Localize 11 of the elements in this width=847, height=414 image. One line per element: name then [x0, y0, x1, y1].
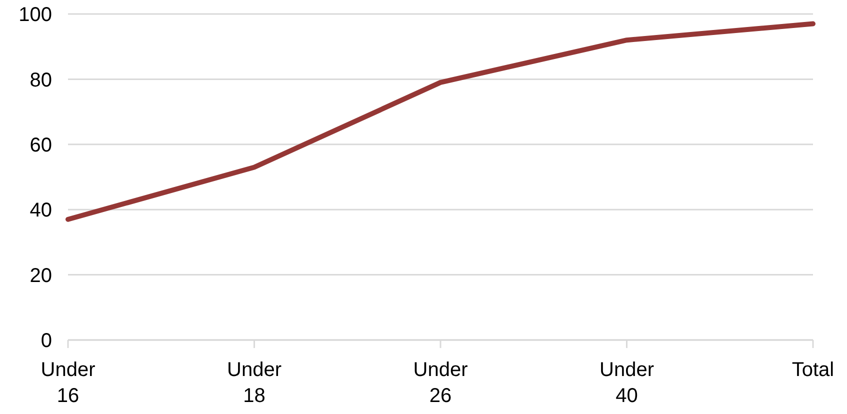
x-tick-label: Under 18 — [227, 359, 282, 407]
y-tick-label: 0 — [40, 330, 52, 352]
x-tick-label: Under 26 — [413, 359, 468, 407]
y-tick-label: 100 — [18, 4, 52, 26]
y-tick-label: 20 — [30, 264, 52, 287]
x-tick-label: Total — [792, 359, 834, 381]
x-tick-label: Under 40 — [600, 359, 654, 407]
y-tick-label: 80 — [30, 69, 52, 92]
x-tick-label: Under 16 — [40, 359, 96, 407]
y-tick-label: 60 — [30, 134, 52, 156]
y-tick-label: 40 — [30, 200, 52, 222]
